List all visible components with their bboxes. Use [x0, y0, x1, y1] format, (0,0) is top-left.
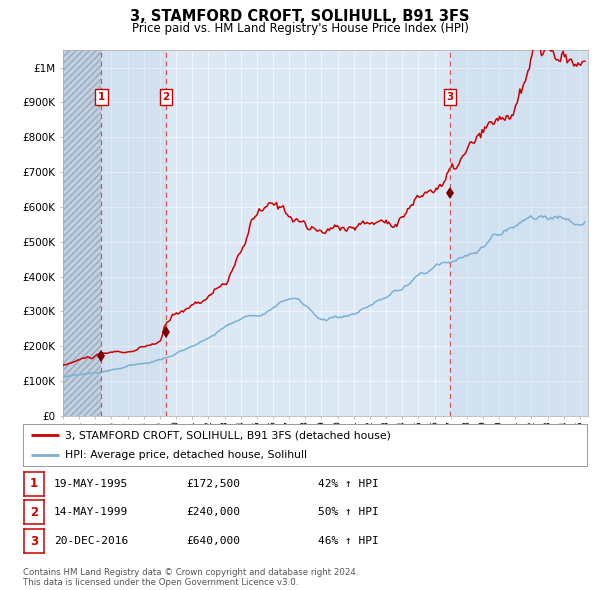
Text: 3, STAMFORD CROFT, SOLIHULL, B91 3FS: 3, STAMFORD CROFT, SOLIHULL, B91 3FS — [130, 9, 470, 24]
Text: 3, STAMFORD CROFT, SOLIHULL, B91 3FS (detached house): 3, STAMFORD CROFT, SOLIHULL, B91 3FS (de… — [65, 430, 391, 440]
Bar — [450, 50, 588, 416]
Text: £640,000: £640,000 — [186, 536, 240, 546]
Bar — [166, 50, 450, 416]
Text: 3: 3 — [30, 535, 38, 548]
Text: 2: 2 — [162, 92, 170, 102]
Text: £172,500: £172,500 — [186, 479, 240, 489]
Bar — [101, 50, 166, 416]
Text: 20-DEC-2016: 20-DEC-2016 — [54, 536, 128, 546]
Text: 19-MAY-1995: 19-MAY-1995 — [54, 479, 128, 489]
Text: 2: 2 — [30, 506, 38, 519]
Text: £240,000: £240,000 — [186, 507, 240, 517]
Bar — [63, 50, 101, 416]
Text: 42% ↑ HPI: 42% ↑ HPI — [318, 479, 379, 489]
Text: 14-MAY-1999: 14-MAY-1999 — [54, 507, 128, 517]
Text: Price paid vs. HM Land Registry's House Price Index (HPI): Price paid vs. HM Land Registry's House … — [131, 22, 469, 35]
Text: 3: 3 — [446, 92, 454, 102]
Text: Contains HM Land Registry data © Crown copyright and database right 2024.
This d: Contains HM Land Registry data © Crown c… — [23, 568, 358, 587]
Text: 46% ↑ HPI: 46% ↑ HPI — [318, 536, 379, 546]
Text: 50% ↑ HPI: 50% ↑ HPI — [318, 507, 379, 517]
Text: HPI: Average price, detached house, Solihull: HPI: Average price, detached house, Soli… — [65, 450, 307, 460]
Text: 1: 1 — [98, 92, 105, 102]
Text: 1: 1 — [30, 477, 38, 490]
